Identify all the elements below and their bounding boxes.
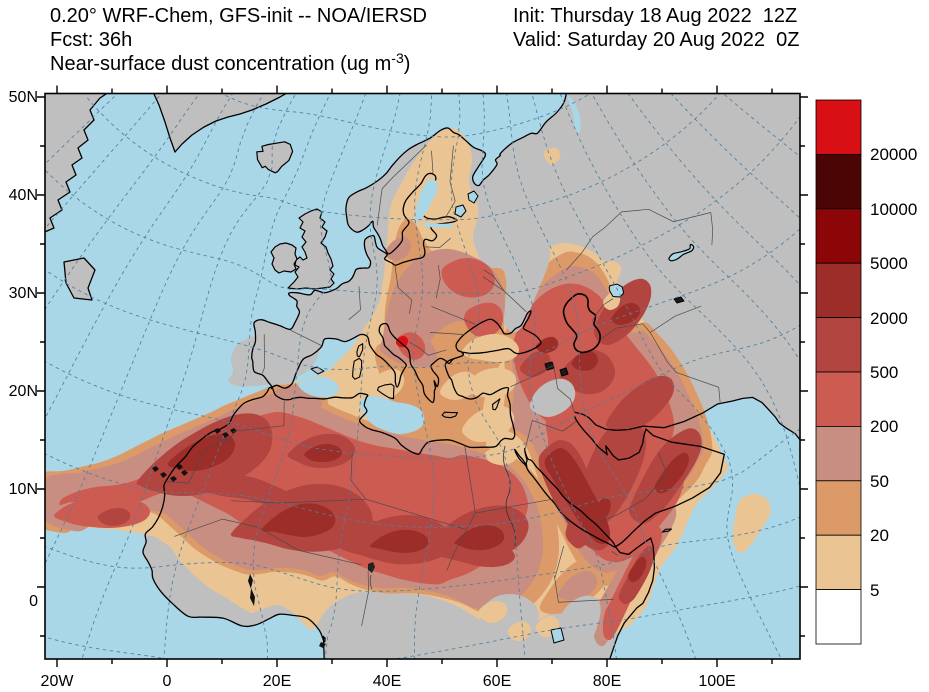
svg-text:50: 50 xyxy=(870,472,889,491)
svg-text:0.20° WRF-Chem, GFS-init -- NO: 0.20° WRF-Chem, GFS-init -- NOA/IERSD xyxy=(50,5,427,27)
svg-text:20: 20 xyxy=(870,526,889,545)
svg-text:2000: 2000 xyxy=(870,309,908,328)
svg-text:40N: 40N xyxy=(9,187,38,204)
svg-text:Fcst: 36h: Fcst: 36h xyxy=(50,29,132,51)
svg-text:50N: 50N xyxy=(9,89,38,106)
svg-text:10N: 10N xyxy=(9,481,38,498)
svg-text:60E: 60E xyxy=(483,673,511,690)
svg-text:Init: Thursday 18 Aug 2022 12: Init: Thursday 18 Aug 2022 12Z xyxy=(513,5,797,27)
svg-text:20N: 20N xyxy=(9,383,38,400)
svg-text:0: 0 xyxy=(29,593,38,610)
svg-text:5000: 5000 xyxy=(870,254,908,273)
svg-text:0: 0 xyxy=(163,673,172,690)
svg-text:30N: 30N xyxy=(9,285,38,302)
svg-text:10000: 10000 xyxy=(870,200,917,219)
svg-text:20E: 20E xyxy=(263,673,291,690)
svg-text:5: 5 xyxy=(870,581,879,600)
svg-text:Near-surface dust concentratio: Near-surface dust concentration (ug m-3) xyxy=(50,50,410,75)
svg-text:200: 200 xyxy=(870,417,898,436)
svg-text:500: 500 xyxy=(870,363,898,382)
svg-text:100E: 100E xyxy=(698,673,735,690)
svg-text:80E: 80E xyxy=(593,673,621,690)
svg-text:Valid: Saturday 20 Aug 2022 0: Valid: Saturday 20 Aug 2022 0Z xyxy=(513,29,800,51)
svg-text:20W: 20W xyxy=(41,673,75,690)
svg-text:20000: 20000 xyxy=(870,145,917,164)
svg-text:40E: 40E xyxy=(373,673,401,690)
